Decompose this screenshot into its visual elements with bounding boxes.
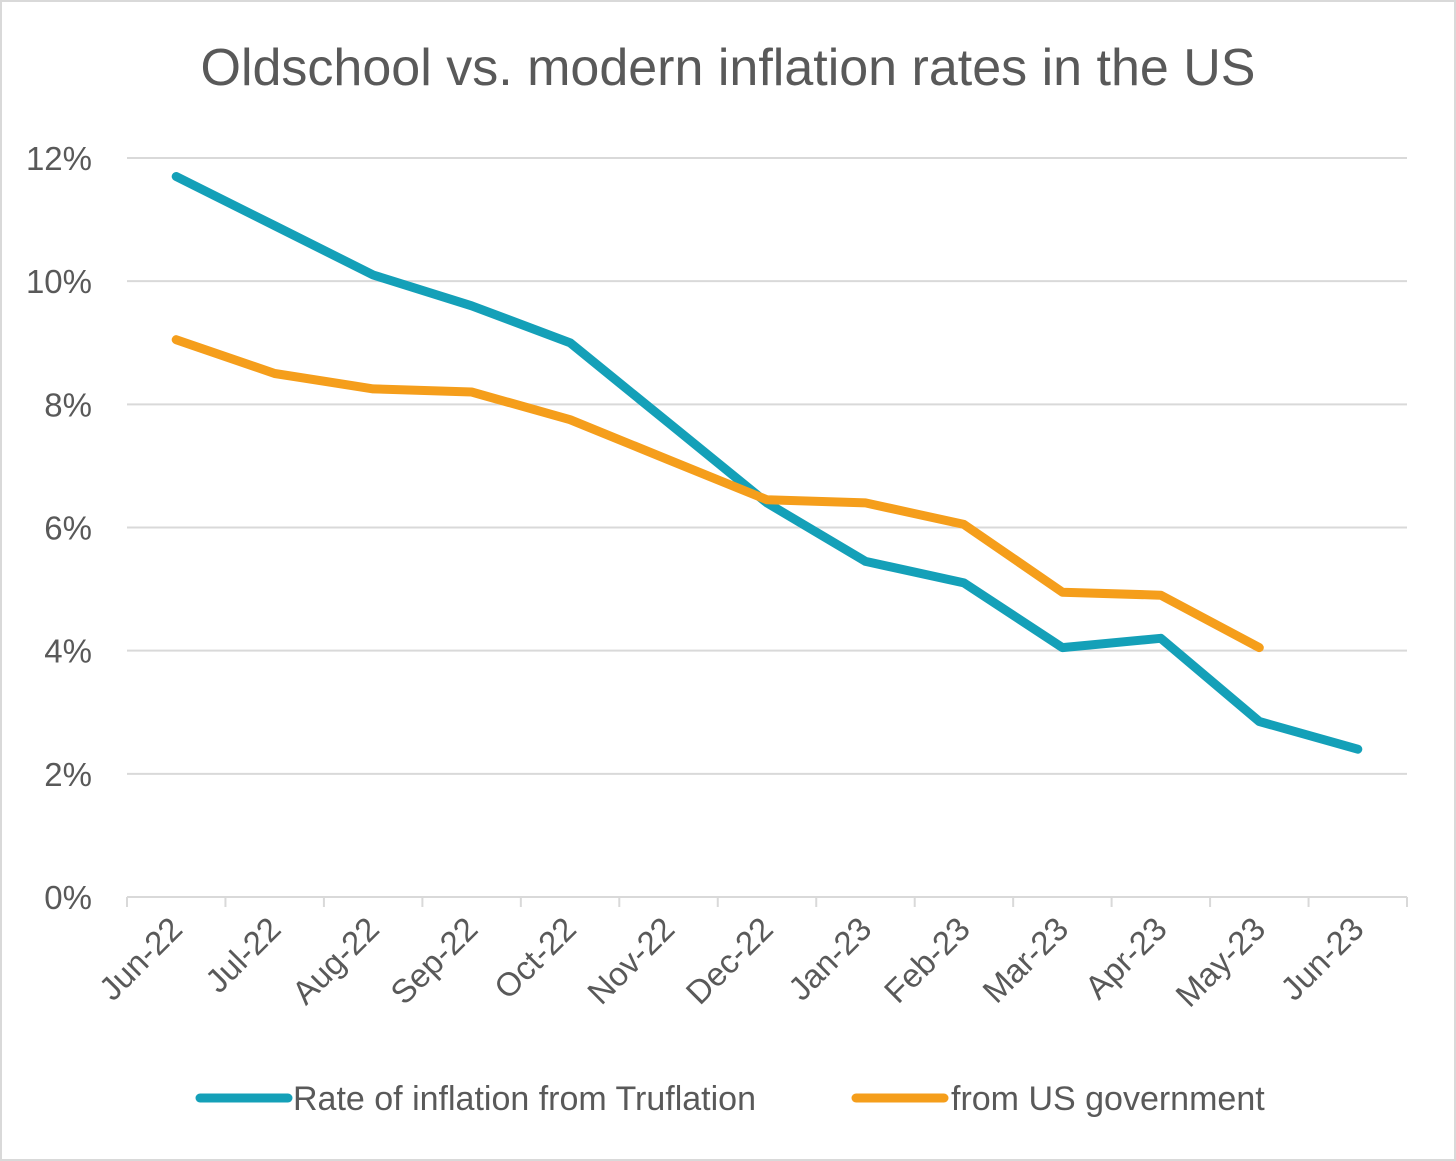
x-tick-label: Sep-22 [383, 910, 484, 1011]
y-tick-label: 12% [26, 140, 92, 177]
y-tick-label: 2% [44, 756, 92, 793]
y-tick-label: 0% [44, 879, 92, 916]
legend-label: from US government [951, 1080, 1265, 1118]
x-tick-label: Feb-23 [877, 910, 977, 1010]
series-line-1 [171, 172, 1363, 754]
x-tick-label: May-23 [1168, 910, 1272, 1014]
y-tick-label: 6% [44, 510, 92, 547]
x-tick-label: Jan-23 [781, 910, 879, 1008]
x-tick-label: Mar-23 [975, 910, 1075, 1010]
x-tick-label: Nov-22 [580, 910, 681, 1011]
x-tick-label: Aug-22 [285, 910, 386, 1011]
y-tick-label: 8% [44, 386, 92, 423]
y-tick-label: 10% [26, 263, 92, 300]
series-line-2 [171, 335, 1264, 653]
x-tick-label: Oct-22 [487, 910, 583, 1006]
legend-label: Rate of inflation from Truflation [293, 1080, 756, 1118]
x-tick-label: Dec-22 [679, 910, 780, 1011]
x-tick-label: Jun-23 [1273, 910, 1371, 1008]
x-tick-label: Jun-22 [92, 910, 190, 1008]
x-tick-label: Apr-23 [1078, 910, 1174, 1006]
chart-title: Oldschool vs. modern inflation rates in … [200, 39, 1256, 97]
x-tick-label: Jul-22 [198, 910, 288, 1000]
y-tick-label: 4% [44, 633, 92, 670]
